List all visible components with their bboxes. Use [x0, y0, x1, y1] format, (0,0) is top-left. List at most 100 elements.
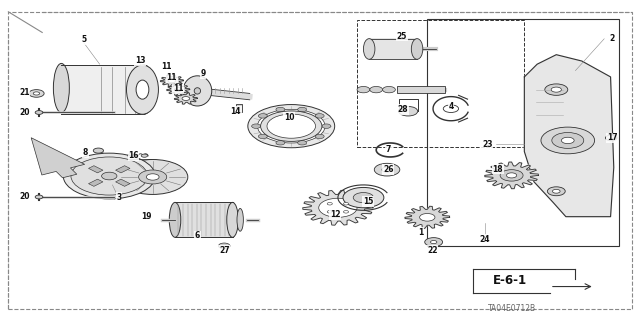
- Circle shape: [33, 92, 40, 95]
- Circle shape: [93, 148, 104, 153]
- FancyArrow shape: [31, 138, 84, 178]
- Circle shape: [168, 79, 175, 83]
- Text: 15: 15: [363, 197, 373, 206]
- Text: 13: 13: [134, 56, 145, 65]
- Ellipse shape: [194, 88, 200, 94]
- Text: 1: 1: [419, 228, 424, 237]
- Text: 20: 20: [19, 192, 29, 202]
- Polygon shape: [484, 162, 538, 189]
- Circle shape: [147, 174, 159, 180]
- Circle shape: [276, 141, 285, 145]
- Bar: [397, 86, 445, 93]
- Circle shape: [500, 170, 523, 181]
- Circle shape: [267, 114, 316, 138]
- Ellipse shape: [136, 80, 149, 99]
- Circle shape: [552, 132, 584, 148]
- Circle shape: [257, 109, 325, 143]
- Ellipse shape: [170, 202, 180, 237]
- Text: TA04E0712B: TA04E0712B: [488, 304, 536, 313]
- Circle shape: [420, 213, 435, 221]
- Circle shape: [276, 107, 285, 112]
- Text: 20: 20: [19, 108, 29, 117]
- Circle shape: [374, 163, 400, 176]
- Text: 5: 5: [81, 35, 86, 44]
- Circle shape: [561, 137, 574, 144]
- Text: E-6-1: E-6-1: [493, 274, 527, 287]
- Text: 23: 23: [482, 140, 493, 149]
- Text: 21: 21: [19, 88, 29, 97]
- Circle shape: [102, 172, 117, 180]
- Circle shape: [552, 189, 560, 193]
- Text: 22: 22: [427, 246, 438, 255]
- Circle shape: [541, 127, 595, 154]
- Text: 10: 10: [284, 113, 294, 122]
- Bar: [116, 179, 130, 186]
- Circle shape: [545, 84, 568, 95]
- Bar: [175, 202, 232, 237]
- Text: 6: 6: [195, 231, 200, 240]
- Circle shape: [431, 241, 437, 244]
- Circle shape: [425, 238, 443, 247]
- Circle shape: [344, 211, 349, 213]
- Ellipse shape: [53, 63, 69, 113]
- Bar: [369, 39, 417, 59]
- Circle shape: [118, 160, 188, 195]
- Circle shape: [63, 153, 156, 199]
- Text: 8: 8: [83, 148, 88, 157]
- Circle shape: [218, 243, 230, 249]
- Circle shape: [382, 167, 392, 172]
- Circle shape: [316, 134, 324, 139]
- Circle shape: [298, 141, 307, 145]
- Polygon shape: [524, 55, 614, 217]
- Circle shape: [182, 97, 189, 100]
- Ellipse shape: [127, 65, 159, 114]
- Bar: [88, 179, 103, 186]
- Circle shape: [506, 173, 516, 178]
- Text: 28: 28: [397, 105, 408, 114]
- Circle shape: [344, 203, 349, 205]
- Circle shape: [551, 87, 561, 92]
- Circle shape: [260, 111, 322, 141]
- Circle shape: [71, 157, 148, 195]
- Text: 7: 7: [386, 145, 391, 154]
- Circle shape: [327, 211, 332, 213]
- Text: 17: 17: [607, 133, 618, 142]
- Circle shape: [259, 114, 268, 118]
- Bar: [116, 166, 130, 173]
- Text: 24: 24: [479, 235, 490, 244]
- Text: 14: 14: [230, 107, 241, 116]
- Circle shape: [444, 105, 459, 113]
- Text: 18: 18: [492, 165, 503, 174]
- Circle shape: [29, 90, 44, 97]
- Circle shape: [141, 154, 148, 157]
- Text: 11: 11: [161, 62, 172, 71]
- Circle shape: [547, 187, 565, 196]
- Circle shape: [399, 107, 418, 116]
- Ellipse shape: [134, 98, 142, 110]
- Bar: [428, 19, 619, 246]
- Text: 11: 11: [166, 73, 177, 82]
- Text: 4: 4: [448, 102, 454, 111]
- Ellipse shape: [134, 69, 142, 82]
- Circle shape: [343, 188, 384, 208]
- Circle shape: [139, 170, 167, 184]
- Circle shape: [357, 86, 370, 93]
- Text: 27: 27: [219, 246, 230, 255]
- Bar: [61, 65, 145, 114]
- Polygon shape: [167, 84, 189, 95]
- Circle shape: [383, 86, 396, 93]
- Text: 2: 2: [610, 34, 615, 43]
- Polygon shape: [303, 190, 373, 225]
- Circle shape: [319, 198, 357, 217]
- Circle shape: [353, 193, 374, 203]
- Circle shape: [248, 105, 335, 148]
- Circle shape: [316, 114, 324, 118]
- Circle shape: [322, 124, 331, 128]
- Circle shape: [35, 195, 43, 199]
- Ellipse shape: [227, 202, 238, 237]
- Circle shape: [605, 135, 617, 141]
- Ellipse shape: [136, 65, 154, 114]
- Ellipse shape: [364, 39, 375, 59]
- Ellipse shape: [412, 39, 423, 59]
- Ellipse shape: [183, 76, 212, 106]
